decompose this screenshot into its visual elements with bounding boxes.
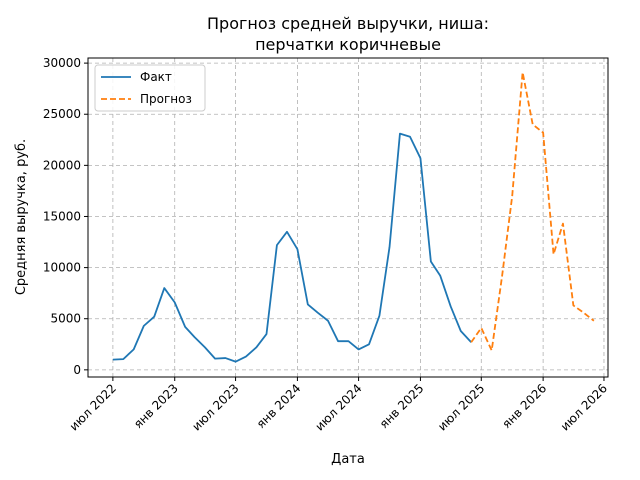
series-layer bbox=[112, 71, 595, 363]
series-line-fact bbox=[112, 132, 472, 363]
y-tick-label: 5000 bbox=[50, 312, 81, 326]
chart-title-line-2: перчатки коричневые bbox=[255, 35, 441, 54]
plot-area-frame bbox=[87, 57, 609, 378]
y-axis-label: Средняя выручка, руб. bbox=[14, 139, 29, 295]
legend-label-fact: Факт bbox=[140, 70, 172, 84]
y-axis-ticks: 0 5000 10000 15000 20000 25000 30000 bbox=[43, 56, 88, 377]
y-tick-label: 30000 bbox=[43, 56, 81, 70]
y-tick-label: 20000 bbox=[43, 158, 81, 172]
grid bbox=[88, 58, 608, 377]
y-tick-label: 25000 bbox=[43, 107, 81, 121]
x-axis-label: Дата bbox=[331, 452, 365, 467]
y-tick-label: 0 bbox=[73, 363, 81, 377]
y-tick-label: 15000 bbox=[43, 209, 81, 223]
chart-title-line-1: Прогноз средней выручки, ниша: bbox=[207, 14, 489, 33]
series-line-forecast bbox=[470, 71, 595, 352]
legend-label-forecast: Прогноз bbox=[140, 92, 192, 106]
legend: Факт Прогноз bbox=[94, 64, 206, 112]
y-tick-label: 10000 bbox=[43, 261, 81, 275]
